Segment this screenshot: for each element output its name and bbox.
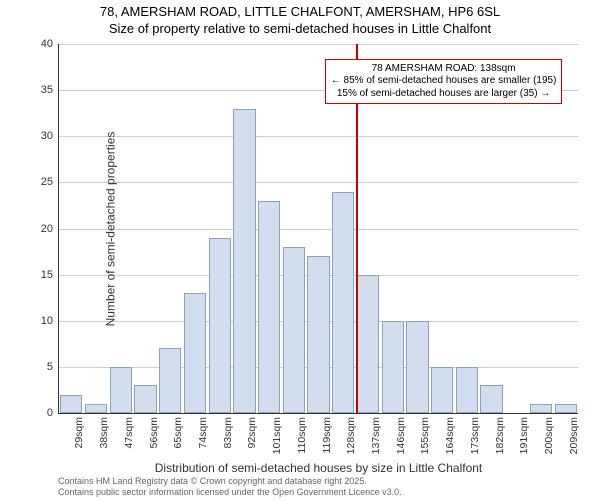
y-tick-label: 0 <box>47 407 59 419</box>
bar <box>406 321 428 413</box>
x-tick-label: 164sqm <box>444 417 456 454</box>
bar <box>85 404 107 413</box>
annotation-box: 78 AMERSHAM ROAD: 138sqm← 85% of semi-de… <box>325 59 563 105</box>
bar <box>332 192 354 413</box>
bar <box>283 247 305 413</box>
x-tick-label: 200sqm <box>543 417 555 454</box>
x-tick-label: 47sqm <box>123 417 135 449</box>
x-tick-label: 92sqm <box>246 417 258 449</box>
y-tick-label: 5 <box>47 361 59 373</box>
bar <box>258 201 280 413</box>
x-tick-label: 191sqm <box>518 417 530 454</box>
bar <box>456 367 478 413</box>
x-tick-label: 119sqm <box>321 417 333 454</box>
bar <box>555 404 577 413</box>
x-tick-label: 155sqm <box>419 417 431 454</box>
bar <box>530 404 552 413</box>
bar <box>110 367 132 413</box>
y-tick-label: 35 <box>41 84 59 96</box>
bar <box>60 395 82 413</box>
plot-region: 0510152025303540 29sqm38sqm47sqm56sqm65s… <box>58 44 578 414</box>
bar-slot: 92sqm <box>232 44 257 413</box>
y-tick-label: 30 <box>41 130 59 142</box>
bar-slot: 101sqm <box>257 44 282 413</box>
bar-slot: 29sqm <box>59 44 84 413</box>
bar-slot: 83sqm <box>207 44 232 413</box>
x-tick-label: 182sqm <box>494 417 506 454</box>
title-line-2: Size of property relative to semi-detach… <box>0 21 600 38</box>
y-tick-label: 10 <box>41 315 59 327</box>
annotation-line: 15% of semi-detached houses are larger (… <box>331 88 557 101</box>
x-tick-label: 137sqm <box>370 417 382 454</box>
bar <box>233 109 255 413</box>
footer-line-2: Contains public sector information licen… <box>58 487 402 498</box>
bar <box>307 256 329 413</box>
annotation-line: ← 85% of semi-detached houses are smalle… <box>331 75 557 88</box>
bar <box>134 385 156 413</box>
y-tick-label: 25 <box>41 176 59 188</box>
x-tick-label: 74sqm <box>197 417 209 449</box>
chart-area: 0510152025303540 29sqm38sqm47sqm56sqm65s… <box>58 44 578 414</box>
bar-slot: 110sqm <box>281 44 306 413</box>
x-tick-label: 173sqm <box>469 417 481 454</box>
x-tick-label: 83sqm <box>222 417 234 449</box>
x-tick-label: 65sqm <box>172 417 184 449</box>
x-tick-label: 110sqm <box>296 417 308 454</box>
chart-title-block: 78, AMERSHAM ROAD, LITTLE CHALFONT, AMER… <box>0 0 600 38</box>
footer-attribution: Contains HM Land Registry data © Crown c… <box>58 476 402 498</box>
x-tick-label: 146sqm <box>395 417 407 454</box>
x-tick-label: 209sqm <box>568 417 580 454</box>
y-tick-label: 15 <box>41 269 59 281</box>
bar <box>209 238 231 413</box>
bar <box>431 367 453 413</box>
bar-slot: 65sqm <box>158 44 183 413</box>
x-tick-label: 56sqm <box>148 417 160 449</box>
y-tick-label: 20 <box>41 223 59 235</box>
y-tick-label: 40 <box>41 38 59 50</box>
annotation-line: 78 AMERSHAM ROAD: 138sqm <box>331 63 557 76</box>
bar <box>184 293 206 413</box>
title-line-1: 78, AMERSHAM ROAD, LITTLE CHALFONT, AMER… <box>0 4 600 21</box>
footer-line-1: Contains HM Land Registry data © Crown c… <box>58 476 402 487</box>
bar <box>480 385 502 413</box>
bar <box>382 321 404 413</box>
x-tick-label: 29sqm <box>73 417 85 449</box>
bar <box>159 348 181 413</box>
y-axis-label: Number of semi-detached properties <box>103 131 117 326</box>
x-tick-label: 38sqm <box>98 417 110 449</box>
bar <box>357 275 379 413</box>
bar-slot: 74sqm <box>183 44 208 413</box>
x-tick-label: 128sqm <box>345 417 357 454</box>
x-tick-label: 101sqm <box>271 417 283 454</box>
x-axis-label: Distribution of semi-detached houses by … <box>155 461 483 475</box>
bar-slot: 56sqm <box>133 44 158 413</box>
